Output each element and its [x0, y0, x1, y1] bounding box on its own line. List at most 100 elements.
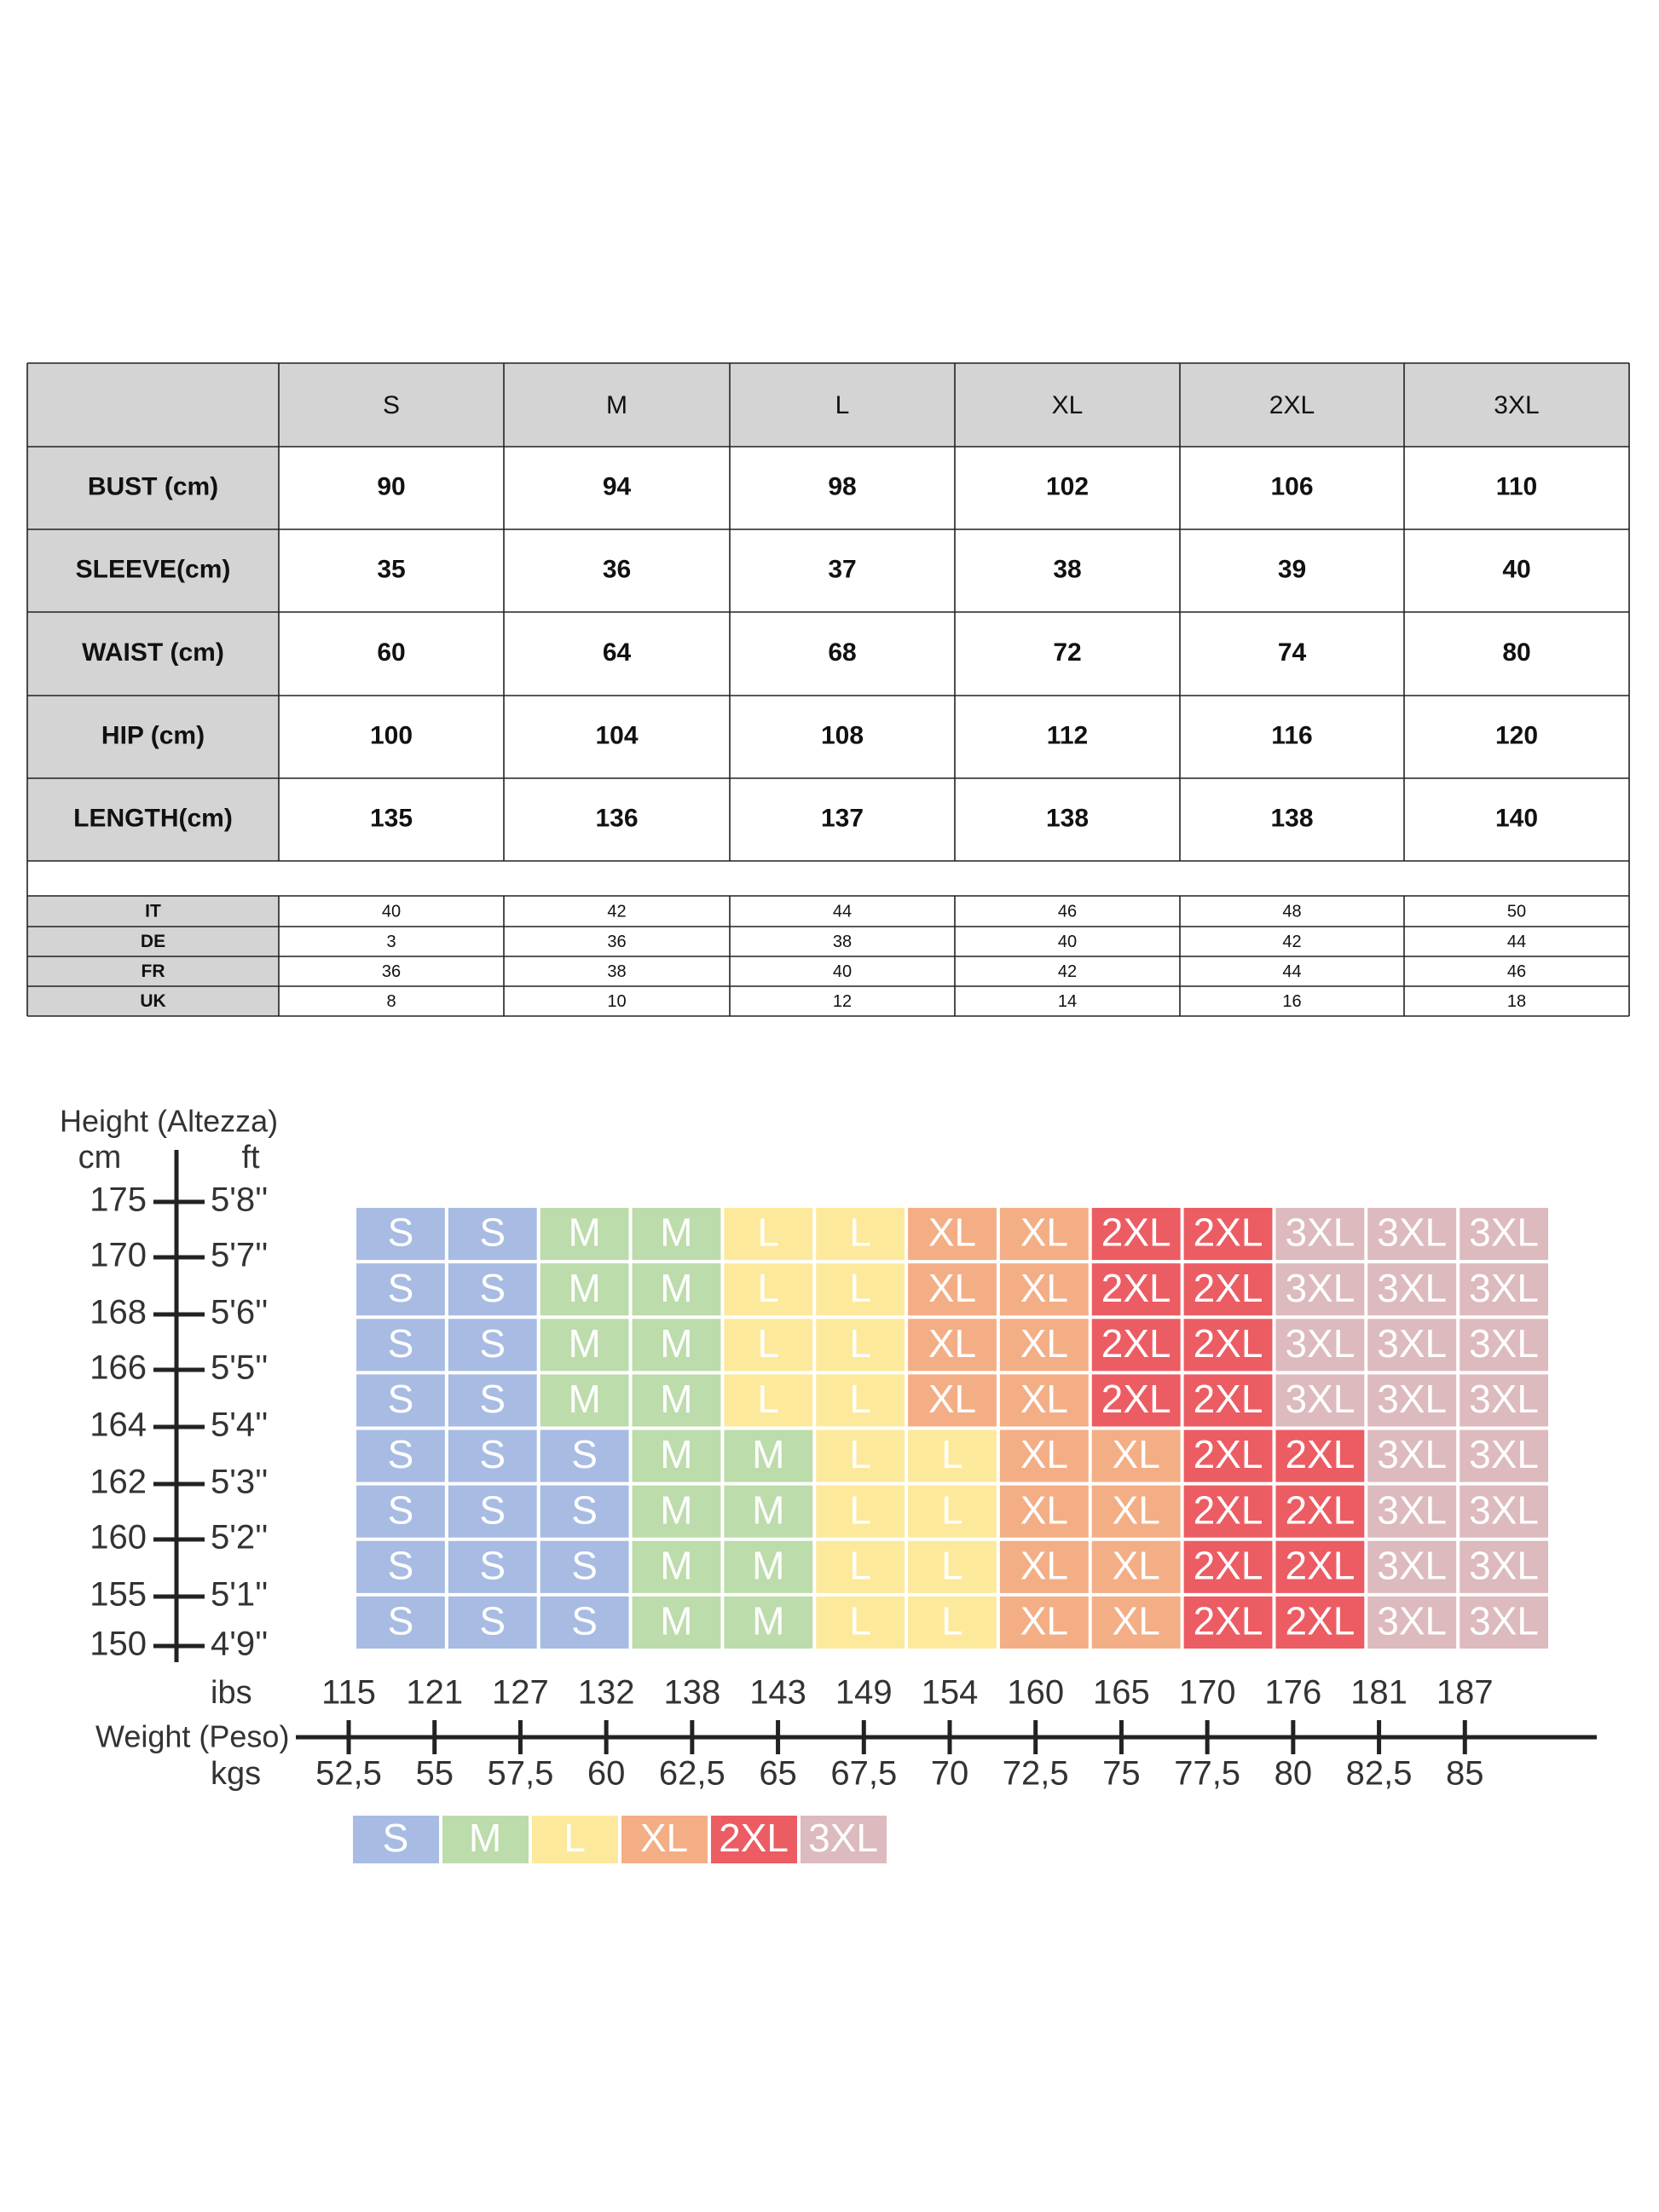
size-cell-label: S	[479, 1377, 506, 1421]
conversion-value: 42	[1058, 962, 1077, 981]
size-cell	[1275, 1374, 1365, 1427]
height-ft: 5'7''	[211, 1237, 268, 1274]
legend-swatch	[621, 1816, 708, 1863]
size-cell	[632, 1374, 721, 1427]
size-cell-label: XL	[928, 1377, 976, 1421]
size-cell	[1183, 1485, 1273, 1538]
conversion-label: FR	[142, 962, 165, 981]
weight-kgs: 80	[1275, 1755, 1313, 1793]
conversion-value: 16	[1282, 992, 1301, 1011]
size-cell-label: XL	[928, 1266, 976, 1310]
size-cell-label: 2XL	[1194, 1432, 1263, 1476]
size-cell-label: XL	[1020, 1432, 1068, 1476]
size-cell	[1367, 1374, 1457, 1427]
conversion-value: 36	[607, 933, 626, 951]
size-cell	[1275, 1319, 1365, 1372]
size-cell-label: 2XL	[1194, 1487, 1263, 1532]
size-cell	[1183, 1374, 1273, 1427]
size-cell	[540, 1208, 629, 1261]
cell-value: 72	[1053, 638, 1081, 667]
size-cell	[1091, 1263, 1181, 1316]
size-cell	[1091, 1485, 1181, 1538]
label-col-bg	[27, 447, 279, 861]
legend-swatch	[711, 1816, 797, 1863]
size-cell-label: 2XL	[1101, 1377, 1171, 1421]
weight-kgs: 82,5	[1346, 1755, 1413, 1793]
size-cell-label: 2XL	[1194, 1210, 1263, 1255]
size-cell	[540, 1374, 629, 1427]
cell-value: 60	[377, 638, 405, 667]
size-cell	[1183, 1208, 1273, 1261]
cell-value: 106	[1270, 472, 1313, 500]
size-cell-label: S	[388, 1599, 414, 1643]
size-cell-label: M	[660, 1487, 692, 1532]
weight-lbs: 170	[1179, 1674, 1236, 1712]
size-cell	[1367, 1319, 1457, 1372]
conversion-value: 36	[382, 962, 401, 981]
size-cell	[448, 1263, 537, 1316]
size-cell	[448, 1319, 537, 1372]
size-cell-label: M	[660, 1543, 692, 1587]
weight-lbs: 181	[1350, 1674, 1408, 1712]
size-cell	[356, 1374, 445, 1427]
cell-value: 112	[1047, 721, 1088, 749]
cell-value: 98	[828, 472, 856, 500]
size-cell-label: L	[849, 1210, 871, 1255]
cell-value: 90	[377, 472, 405, 500]
size-cell-label: M	[752, 1599, 784, 1643]
size-cell	[632, 1540, 721, 1593]
size-cell-label: 2XL	[1194, 1321, 1263, 1366]
size-cell-label: 3XL	[1377, 1210, 1447, 1255]
cell-value: 102	[1046, 472, 1089, 500]
size-cell	[448, 1596, 537, 1649]
size-cell-label: XL	[1020, 1377, 1068, 1421]
weight-lbs: 143	[749, 1674, 806, 1712]
row-label: SLEEVE(cm)	[76, 555, 231, 583]
height-title: Height (Altezza)	[60, 1104, 278, 1139]
size-cell	[999, 1319, 1089, 1372]
size-cell-label: M	[752, 1487, 784, 1532]
conversion-value: 44	[1507, 933, 1526, 951]
size-cell	[724, 1596, 813, 1649]
weight-title: Weight (Peso)	[95, 1719, 289, 1754]
size-cell	[1183, 1540, 1273, 1593]
size-cell-label: M	[752, 1432, 784, 1476]
weight-lbs: 115	[321, 1674, 376, 1712]
size-cell-label: L	[849, 1543, 871, 1587]
size-cell	[540, 1429, 629, 1482]
size-cell	[1275, 1596, 1365, 1649]
size-cell	[724, 1429, 813, 1482]
weight-kgs: 52,5	[315, 1755, 382, 1793]
size-cell	[1275, 1208, 1365, 1261]
size-cell	[908, 1263, 997, 1316]
size-cell-label: L	[941, 1432, 963, 1476]
size-cell-label: S	[479, 1487, 506, 1532]
weight-kgs: 55	[415, 1755, 454, 1793]
conversion-value: 44	[833, 902, 852, 921]
size-cell	[540, 1263, 629, 1316]
size-cell	[632, 1319, 721, 1372]
row-label: HIP (cm)	[101, 721, 205, 749]
size-cell-label: L	[758, 1377, 780, 1421]
size-cell-label: M	[660, 1210, 692, 1255]
legend-label: S	[383, 1816, 409, 1860]
size-cell	[448, 1540, 537, 1593]
size-cell	[999, 1208, 1089, 1261]
lbs-label: ibs	[211, 1675, 252, 1711]
height-ft: 5'1''	[211, 1576, 268, 1614]
size-cell	[1460, 1485, 1548, 1538]
size-cell	[816, 1429, 905, 1482]
size-cell-label: 2XL	[1101, 1210, 1171, 1255]
size-cell-label: M	[660, 1432, 692, 1476]
conversion-value: 3	[386, 933, 396, 951]
size-cell	[448, 1374, 537, 1427]
weight-kgs: 62,5	[659, 1755, 725, 1793]
legend-label: 3XL	[808, 1816, 878, 1860]
size-cell	[540, 1319, 629, 1372]
weight-lbs: 132	[578, 1674, 635, 1712]
size-cell	[908, 1596, 997, 1649]
weight-kgs: 67,5	[830, 1755, 897, 1793]
conversion-value: 8	[386, 992, 396, 1011]
size-cell	[1460, 1263, 1548, 1316]
weight-lbs: 176	[1264, 1674, 1321, 1712]
